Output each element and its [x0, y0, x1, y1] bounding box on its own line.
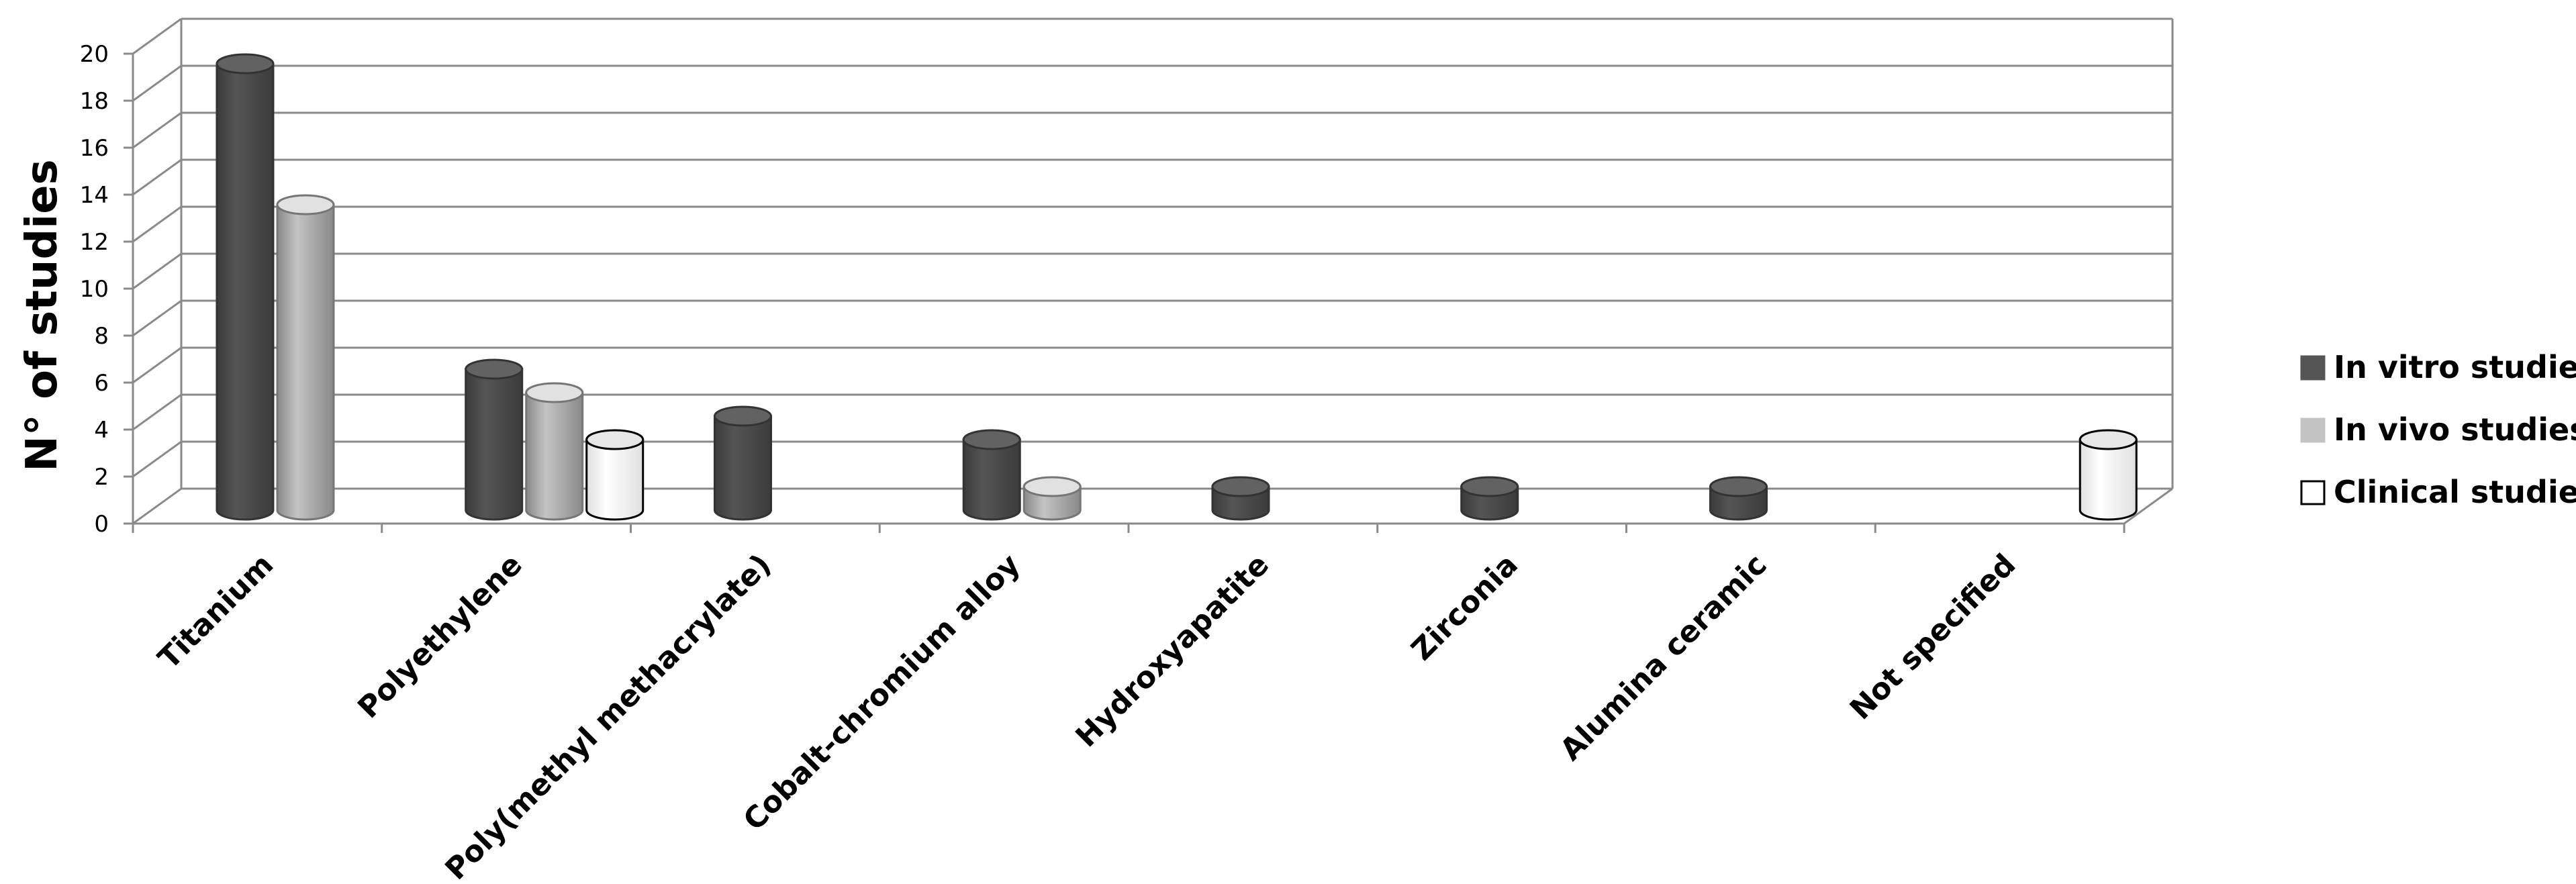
side-wall-gridline — [132, 64, 182, 102]
y-tick-label: 4 — [94, 417, 109, 444]
legend-swatch — [2300, 418, 2326, 443]
y-tick-label: 16 — [80, 135, 109, 162]
bar — [465, 358, 524, 521]
bar — [216, 53, 275, 521]
bar — [1022, 476, 1082, 521]
category-label: Alumina ceramic — [1554, 548, 1773, 767]
side-wall-gridline — [132, 299, 182, 337]
side-wall-gridline — [132, 158, 182, 196]
legend: In vitro studies In vivo studies Clinical … — [2300, 349, 2576, 510]
category-label: Polyethylene — [351, 548, 529, 726]
side-wall-gridline — [132, 205, 182, 243]
legend-swatch — [2300, 355, 2326, 381]
y-tick-label: 20 — [80, 41, 109, 68]
side-wall-gridline — [132, 487, 182, 525]
bar — [713, 405, 772, 521]
legend-entry: In vivo studies — [2334, 411, 2576, 448]
category-label: Zirconia — [1405, 548, 1525, 667]
floor-right-edge — [2124, 487, 2173, 525]
y-tick-label: 10 — [80, 276, 109, 303]
bar — [1211, 476, 1270, 521]
axes — [124, 52, 2126, 533]
bar — [2079, 429, 2138, 521]
y-tick-label: 0 — [94, 511, 109, 538]
y-tick-label: 2 — [94, 464, 109, 491]
side-wall-gridline — [132, 17, 182, 55]
bar — [1709, 476, 1768, 521]
category-label: Not specified — [1844, 548, 2023, 727]
side-wall-gridline — [132, 346, 182, 384]
y-tick-label: 12 — [80, 229, 109, 256]
y-tick-label: 8 — [94, 323, 109, 350]
plot-area — [132, 17, 2174, 525]
bars — [216, 53, 2138, 521]
bar — [276, 194, 335, 521]
side-wall-gridline — [132, 252, 182, 290]
category-label: Titanium — [152, 548, 280, 676]
y-axis-title: N° of studies — [17, 159, 67, 471]
bar — [1460, 476, 1519, 521]
bar — [585, 429, 645, 521]
legend-entry: In vitro studies — [2334, 349, 2576, 385]
y-tick-label: 14 — [80, 182, 109, 209]
bar — [525, 382, 584, 521]
category-label: Cobalt-chromium alloy — [737, 548, 1027, 838]
side-wall-gridline — [132, 111, 182, 149]
y-tick-label: 18 — [80, 88, 109, 115]
legend-swatch — [2300, 480, 2326, 505]
side-wall-gridline — [132, 393, 182, 431]
side-wall-gridline — [132, 440, 182, 478]
bar — [962, 429, 1021, 521]
y-tick-label: 6 — [94, 370, 109, 397]
category-label: Hydroxyapatite — [1069, 548, 1276, 754]
legend-entry: Clinical studies — [2334, 474, 2576, 510]
